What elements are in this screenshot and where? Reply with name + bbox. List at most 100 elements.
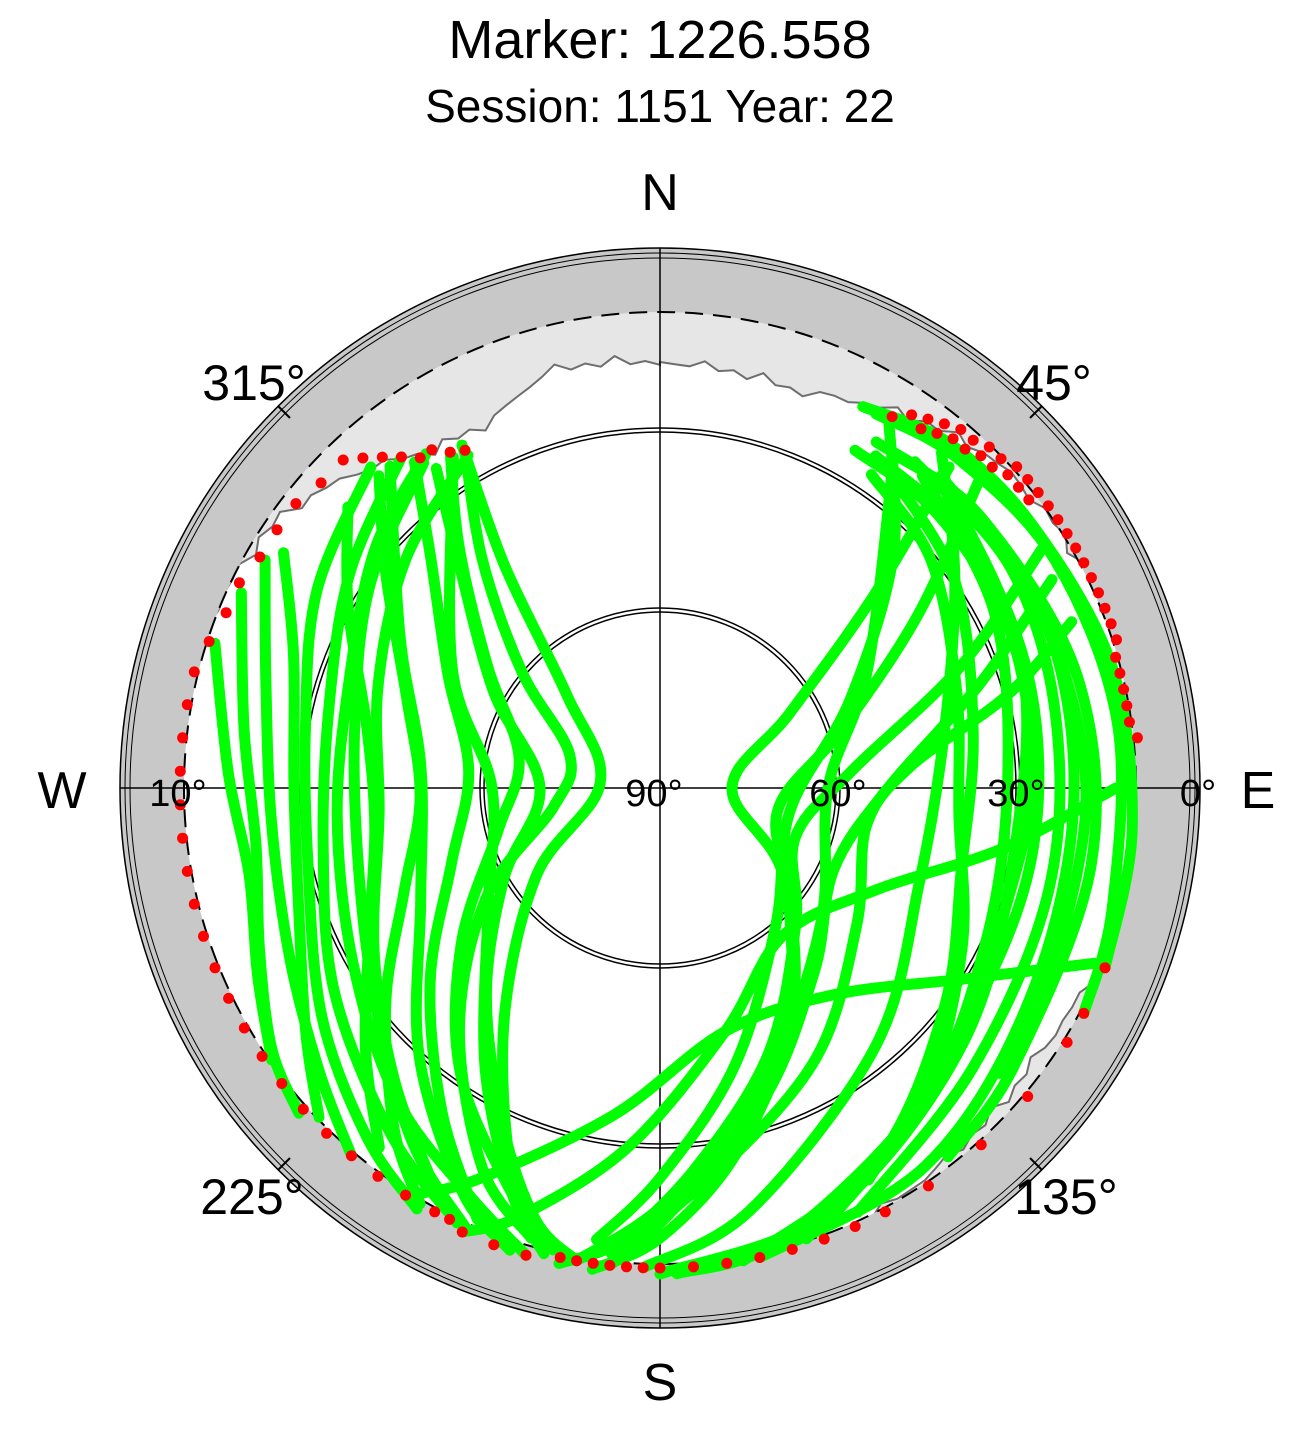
flagged-point-68 — [238, 1022, 250, 1034]
flagged-point-93 — [444, 446, 456, 458]
flagged-point-91 — [414, 452, 426, 464]
flagged-point-62 — [372, 1170, 384, 1182]
flagged-point-48 — [688, 1261, 699, 1273]
flagged-point-26 — [1131, 732, 1143, 744]
flagged-point-55 — [554, 1252, 566, 1263]
satellite-track-31 — [453, 444, 577, 1244]
flagged-point-50 — [637, 1262, 649, 1274]
chart-subtitle: Session: 1151 Year: 22 — [425, 80, 895, 132]
flagged-point-66 — [276, 1078, 288, 1089]
flagged-point-16 — [1085, 572, 1097, 584]
satellite-track-37 — [444, 451, 550, 1260]
flagged-point-87 — [337, 454, 349, 466]
flagged-point-92 — [426, 444, 438, 456]
flagged-point-19 — [1105, 618, 1117, 630]
flagged-point-58 — [456, 1226, 468, 1238]
satellite-track-35 — [456, 439, 607, 1244]
flagged-point-69 — [223, 992, 235, 1004]
satellite-tracks — [209, 401, 1138, 1280]
tick-225 — [277, 1157, 291, 1171]
flagged-point-7 — [995, 453, 1007, 465]
flagged-point-57 — [488, 1239, 500, 1251]
flagged-point-51 — [621, 1261, 632, 1273]
flagged-point-36 — [1099, 962, 1111, 974]
compass-north: N — [641, 164, 679, 222]
flagged-point-10 — [1032, 487, 1044, 498]
flagged-point-18 — [1099, 602, 1111, 614]
flagged-point-3 — [938, 418, 950, 430]
flagged-point-85 — [290, 498, 302, 510]
flagged-point-31 — [975, 450, 987, 462]
flagged-point-17 — [1093, 587, 1104, 599]
satellite-track-38 — [637, 447, 961, 1274]
compass-south: S — [643, 1354, 678, 1412]
satellite-track-36 — [604, 448, 900, 1271]
flagged-point-33 — [1002, 469, 1014, 481]
flagged-point-83 — [254, 551, 266, 563]
flagged-point-65 — [297, 1103, 309, 1115]
satellite-track-0 — [857, 401, 1138, 974]
tick-135 — [1029, 1157, 1043, 1171]
flagged-point-12 — [1052, 514, 1064, 526]
tick-315 — [277, 405, 291, 419]
flagged-point-59 — [444, 1213, 456, 1225]
flagged-point-28 — [931, 427, 943, 439]
satellite-track-23 — [348, 457, 471, 1232]
flagged-point-21 — [1110, 651, 1122, 663]
flagged-point-79 — [188, 666, 200, 678]
flagged-point-52 — [604, 1259, 616, 1271]
flagged-point-78 — [181, 699, 193, 711]
flagged-point-47 — [721, 1257, 733, 1269]
flagged-point-38 — [1061, 1036, 1073, 1048]
flagged-point-75 — [174, 799, 186, 811]
flagged-point-6 — [983, 441, 995, 453]
flagged-point-35 — [1023, 494, 1035, 506]
flagged-point-82 — [233, 577, 245, 589]
azimuth-label-225: 225° — [200, 1169, 303, 1225]
chart-title: Marker: 1226.558 — [448, 10, 871, 70]
flagged-point-81 — [220, 607, 232, 619]
flagged-point-37 — [1078, 1007, 1090, 1019]
satellite-track-28 — [209, 637, 278, 1066]
flagged-point-77 — [177, 732, 189, 744]
elevation-label-90: 90° — [625, 773, 682, 815]
flagged-point-4 — [955, 424, 967, 435]
flagged-point-86 — [315, 477, 327, 489]
elevation-label-0: 0° — [1180, 773, 1216, 815]
flagged-point-45 — [786, 1243, 798, 1255]
flagged-point-46 — [754, 1252, 766, 1263]
flagged-point-24 — [1121, 700, 1133, 712]
tick-45 — [1029, 405, 1043, 419]
flagged-point-76 — [174, 765, 186, 777]
flagged-point-70 — [209, 962, 221, 974]
flagged-point-80 — [203, 636, 215, 647]
flagged-point-15 — [1078, 557, 1090, 569]
flagged-point-94 — [459, 444, 471, 456]
flagged-point-63 — [346, 1150, 357, 1162]
flagged-point-74 — [177, 832, 189, 844]
flagged-point-14 — [1070, 542, 1082, 554]
flagged-observations — [174, 409, 1143, 1274]
flagged-point-9 — [1022, 474, 1034, 485]
flagged-point-56 — [520, 1249, 532, 1261]
satellite-track-1 — [870, 408, 1128, 1019]
flagged-point-8 — [1011, 461, 1023, 473]
satellite-track-33 — [373, 470, 426, 1210]
flagged-point-1 — [906, 409, 918, 421]
elevation-label-60: 60° — [809, 773, 866, 815]
flagged-point-42 — [879, 1206, 891, 1218]
flagged-point-25 — [1123, 716, 1135, 728]
flagged-point-5 — [967, 434, 979, 446]
flagged-point-22 — [1114, 667, 1126, 679]
flagged-point-49 — [654, 1262, 666, 1274]
satellite-track-24 — [259, 554, 357, 1162]
satellite-track-21 — [299, 461, 423, 1215]
flagged-point-20 — [1111, 634, 1122, 646]
flagged-point-90 — [395, 451, 407, 463]
flagged-point-61 — [400, 1189, 412, 1201]
flagged-point-64 — [321, 1127, 333, 1139]
flagged-point-30 — [959, 443, 971, 455]
elevation-label-10: 10° — [149, 773, 206, 815]
azimuth-label-45: 45° — [1016, 355, 1092, 411]
